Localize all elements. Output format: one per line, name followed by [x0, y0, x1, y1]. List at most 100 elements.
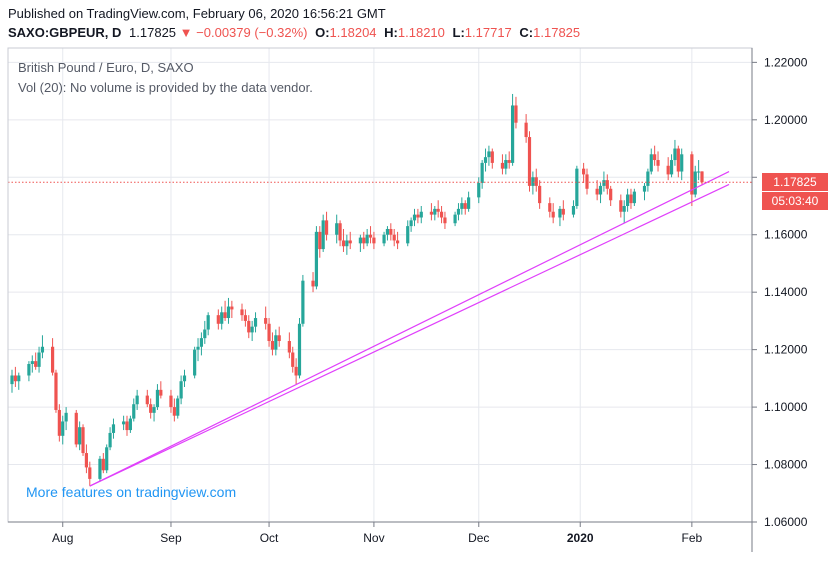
candle-body — [111, 424, 116, 433]
candle-body — [30, 361, 34, 364]
candle-body — [101, 458, 105, 471]
candle-body — [365, 234, 369, 244]
candle — [182, 369, 187, 387]
candle — [10, 369, 14, 393]
candle — [135, 389, 139, 410]
candle-body — [13, 375, 17, 382]
candle-body — [50, 346, 55, 373]
candle-body — [368, 234, 373, 238]
candle-body — [341, 240, 346, 247]
candle-body — [385, 228, 390, 235]
down-arrow-icon: ▼ — [179, 25, 193, 40]
candle-body — [598, 185, 603, 195]
candle-body — [54, 372, 58, 410]
candle — [345, 234, 349, 255]
candle-body — [629, 194, 633, 204]
candle — [602, 171, 606, 192]
candle-body — [453, 214, 457, 224]
candle — [368, 226, 373, 244]
candle — [561, 200, 565, 221]
candle — [416, 208, 420, 224]
candle — [514, 96, 518, 129]
candle-body — [274, 335, 278, 350]
x-tick-label: Sep — [160, 531, 182, 545]
y-tick-label: 1.12000 — [764, 343, 808, 357]
candle-body — [443, 217, 447, 224]
candle — [666, 157, 670, 181]
change-value: −0.00379 (−0.32%) — [196, 25, 308, 40]
candle-body — [666, 165, 670, 175]
candle — [443, 211, 447, 229]
candle — [629, 188, 633, 209]
candle — [531, 171, 535, 195]
candle-body — [297, 323, 302, 376]
symbol-label[interactable]: SAXO:GBPEUR, D — [8, 25, 122, 40]
candle — [656, 151, 660, 172]
candle — [609, 185, 613, 206]
candle — [551, 203, 555, 224]
candle — [348, 231, 352, 250]
candle-body — [78, 427, 82, 445]
chart-panel[interactable]: 1.220001.200001.180001.160001.140001.120… — [0, 44, 840, 564]
candle-body — [203, 329, 207, 339]
candle — [649, 148, 653, 175]
candle — [243, 309, 247, 327]
candle — [406, 220, 410, 247]
candle-body — [314, 231, 319, 287]
candle-body — [439, 211, 444, 218]
price-chart[interactable]: 1.220001.200001.180001.160001.140001.120… — [0, 44, 840, 564]
candle-body — [159, 389, 163, 396]
published-line: Published on TradingView.com, February 0… — [8, 6, 386, 21]
candle — [548, 197, 552, 218]
candle-body — [480, 162, 484, 184]
candle-body — [392, 234, 396, 241]
candle-body — [372, 237, 376, 244]
candle-body — [230, 306, 234, 310]
candle — [17, 372, 21, 390]
candle-body — [436, 208, 440, 212]
candle — [335, 214, 339, 244]
candle — [226, 297, 231, 324]
candle — [365, 228, 369, 247]
candle — [456, 203, 461, 221]
trendline — [89, 183, 730, 487]
candle — [419, 206, 423, 224]
candle-body — [338, 223, 342, 241]
low-value: 1.17717 — [464, 25, 512, 40]
candle-body — [226, 306, 231, 319]
candle — [84, 444, 89, 474]
candle-body — [318, 231, 322, 250]
close-value: 1.17825 — [533, 25, 581, 40]
candle-body — [223, 312, 227, 319]
candle — [311, 272, 315, 293]
candle-body — [551, 211, 555, 218]
candle — [101, 453, 105, 474]
candle-body — [524, 122, 528, 138]
tradingview-watermark-link[interactable]: More features on tradingview.com — [26, 484, 237, 500]
candle — [409, 217, 413, 232]
candle — [534, 168, 538, 192]
candle-body — [345, 240, 349, 247]
candle-body — [17, 375, 21, 382]
candle-body — [483, 157, 488, 163]
candle-body — [128, 418, 132, 431]
candle-body — [152, 407, 156, 413]
candle — [314, 226, 319, 290]
candle-body — [37, 352, 41, 367]
candle — [172, 398, 176, 422]
candle-body — [27, 364, 31, 376]
candle — [294, 358, 298, 385]
candle-body — [291, 352, 295, 367]
candle — [500, 154, 505, 175]
x-tick-label: Feb — [682, 531, 703, 545]
candle-body — [538, 185, 542, 204]
candle-body — [463, 203, 467, 209]
candle — [697, 160, 701, 181]
candle-body — [169, 395, 173, 408]
candle — [392, 228, 396, 247]
x-tick-label: Dec — [468, 531, 489, 545]
low-label: L: — [452, 25, 465, 40]
candle — [61, 415, 65, 445]
candle-body — [500, 162, 505, 169]
candle — [558, 206, 562, 227]
